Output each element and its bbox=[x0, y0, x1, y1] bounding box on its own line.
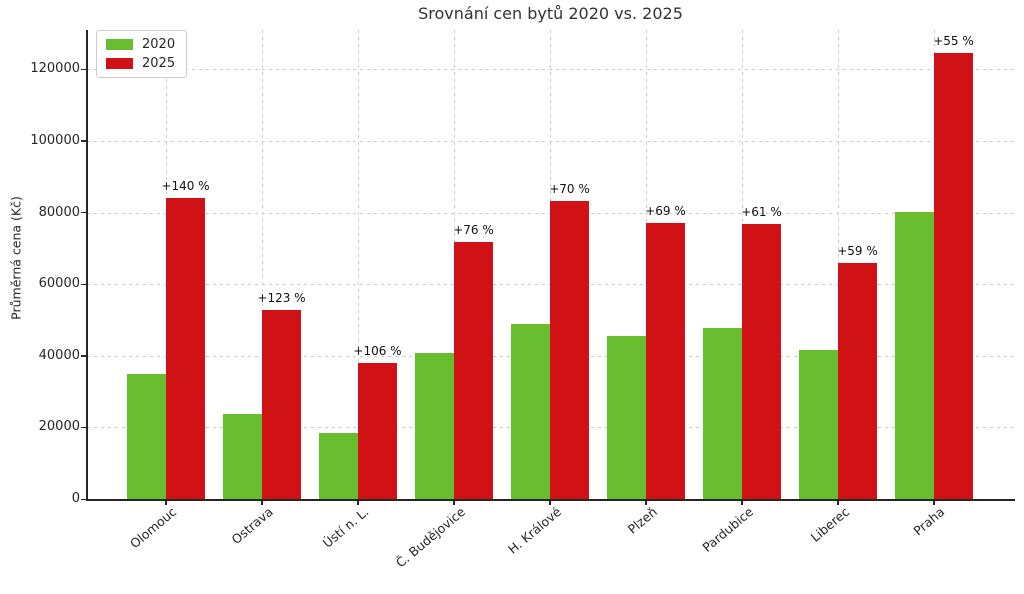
bar-2025-4 bbox=[454, 241, 493, 499]
bar-2020-9 bbox=[895, 211, 934, 499]
legend-label-2025: 2025 bbox=[142, 56, 176, 71]
x-tick-label-text: Praha bbox=[910, 504, 948, 539]
y-tick-mark bbox=[81, 355, 86, 357]
y-tick-mark bbox=[81, 68, 86, 71]
plot-area: +140 % +123 % +106 % +76 % +70 % +69 % +61 % +5… bbox=[87, 30, 1014, 499]
y-tick-label: 40000 bbox=[38, 347, 80, 363]
bar-annotation: +106 % bbox=[353, 343, 402, 358]
y-tick-mark bbox=[81, 426, 86, 429]
bar-annotation: +76 % bbox=[453, 222, 494, 237]
bar-2025-2 bbox=[262, 309, 301, 499]
legend-swatch-2025-icon bbox=[106, 58, 133, 69]
bar-annotation: +55 % bbox=[933, 34, 974, 49]
bar-2025-5 bbox=[550, 200, 589, 499]
bar-2025-6 bbox=[646, 223, 685, 499]
bar-2025-3 bbox=[358, 362, 397, 499]
y-tick-mark bbox=[81, 283, 86, 286]
legend-swatch-2020-icon bbox=[106, 39, 133, 50]
y-tick-mark bbox=[81, 140, 86, 142]
bar-2020-7 bbox=[703, 328, 742, 499]
y-tick-label: 0 bbox=[71, 491, 80, 506]
bar-2025-7 bbox=[742, 224, 781, 499]
x-tick-mark bbox=[645, 500, 647, 505]
gridline-vertical bbox=[357, 30, 359, 499]
bar-2020-2 bbox=[223, 414, 262, 499]
x-tick-mark bbox=[741, 500, 743, 505]
bar-2020-4 bbox=[415, 352, 454, 499]
x-tick-label: Praha bbox=[778, 504, 948, 538]
y-tick-label: 60000 bbox=[38, 276, 80, 292]
x-axis-spine bbox=[86, 499, 1015, 501]
legend-item-2025: 2025 bbox=[106, 57, 175, 70]
bar-2025-9 bbox=[934, 53, 973, 499]
bar-2025-8 bbox=[838, 262, 877, 499]
x-tick-mark bbox=[261, 500, 263, 505]
x-tick-mark bbox=[453, 500, 455, 505]
bar-2020-5 bbox=[511, 323, 550, 499]
y-tick-label: 120000 bbox=[30, 61, 80, 77]
bar-annotation: +70 % bbox=[549, 181, 590, 196]
y-tick-mark bbox=[81, 212, 86, 214]
gridline-horizontal bbox=[87, 69, 1014, 71]
chart-title: Srovnání cen bytů 2020 vs. 2025 bbox=[418, 4, 683, 23]
x-tick-mark bbox=[933, 500, 935, 505]
y-tick-label: 80000 bbox=[38, 204, 80, 220]
legend-item-2020: 2020 bbox=[106, 38, 175, 51]
bar-2020-3 bbox=[319, 432, 358, 499]
y-axis-spine bbox=[86, 30, 88, 500]
bar-annotation: +140 % bbox=[161, 179, 210, 194]
y-tick-label: 20000 bbox=[38, 419, 80, 435]
y-tick-label: 100000 bbox=[30, 132, 80, 148]
legend-label-2020: 2020 bbox=[142, 37, 176, 52]
x-tick-mark bbox=[837, 500, 839, 505]
bar-2020-1 bbox=[127, 373, 166, 499]
x-tick-mark bbox=[357, 500, 359, 505]
bar-annotation: +59 % bbox=[837, 243, 878, 258]
gridline-vertical bbox=[261, 30, 263, 499]
legend: 2020 2025 bbox=[96, 30, 188, 78]
x-tick-mark bbox=[165, 500, 167, 505]
gridline-horizontal bbox=[87, 140, 1014, 142]
bar-annotation: +61 % bbox=[741, 205, 782, 220]
bar-annotation: +123 % bbox=[257, 290, 306, 305]
bar-annotation: +69 % bbox=[645, 204, 686, 219]
bar-2020-8 bbox=[799, 350, 838, 499]
bar-2025-1 bbox=[166, 198, 205, 499]
x-tick-mark bbox=[549, 500, 551, 505]
y-tick-mark bbox=[81, 498, 86, 500]
bar-2020-6 bbox=[607, 335, 646, 499]
